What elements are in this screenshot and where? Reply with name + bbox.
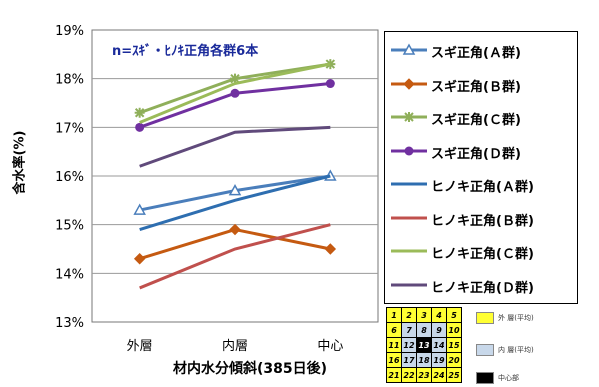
x-tick-label: 中心 xyxy=(317,339,343,354)
legend-item: ヒノキ正角(Ｄ群) xyxy=(385,271,577,301)
grid-cell: 14 xyxy=(431,337,447,353)
grid-cell: 11 xyxy=(386,337,402,353)
legend-item: スギ正角(Ａ群) xyxy=(385,36,577,66)
legend-swatch xyxy=(391,112,427,122)
series-line xyxy=(135,79,335,132)
grid-cell: 15 xyxy=(446,337,462,353)
data-point xyxy=(325,79,335,89)
grid-cell: 4 xyxy=(431,307,447,323)
grid-cell: 24 xyxy=(431,367,447,383)
y-tick-label: 17% xyxy=(55,121,84,136)
legend-swatch xyxy=(391,43,427,55)
legend-item: スギ正角(Ｂ群) xyxy=(385,70,577,100)
data-point xyxy=(403,77,415,90)
y-tick-label: 18% xyxy=(55,73,84,88)
legend-label: スギ正角(Ｃ群) xyxy=(431,113,521,128)
series-path xyxy=(139,223,331,290)
data-point xyxy=(134,107,145,118)
x-tick-label: 内層 xyxy=(222,338,248,354)
y-tick-label: 14% xyxy=(55,267,84,282)
grid-cell: 8 xyxy=(416,322,432,338)
grid-cell: 16 xyxy=(386,352,402,368)
grid-cell: 3 xyxy=(416,307,432,323)
grid-legend-swatch xyxy=(476,372,494,384)
legend-item: ヒノキ正角(Ｃ群) xyxy=(385,237,577,267)
legend-swatch xyxy=(391,77,427,90)
series-line xyxy=(133,223,337,265)
cross-section-grid: 1 2 3 4 5 6 7 8 9 10 11 12 13 14 15 16 17 18 19 20 21 22 23 24 2… xyxy=(386,307,462,383)
grid-cell: 7 xyxy=(401,322,417,338)
data-point xyxy=(228,184,242,196)
series-line xyxy=(139,62,331,124)
legend-item: ヒノキ正角(Ａ群) xyxy=(385,170,577,200)
data-point xyxy=(229,223,241,236)
data-point xyxy=(404,146,414,155)
legend-swatch xyxy=(391,182,427,186)
grid-cell: 9 xyxy=(431,322,447,338)
grid-cell: 2 xyxy=(401,307,417,323)
legend-label: ヒノキ正角(Ｃ群) xyxy=(431,247,534,262)
grid-legend-label: 外 層(平均) xyxy=(498,314,534,322)
data-point xyxy=(230,88,240,98)
grid-legend-label: 内 層(平均) xyxy=(498,346,534,354)
legend-item: スギ正角(Ｃ群) xyxy=(385,103,577,133)
grid-cell: 20 xyxy=(446,352,462,368)
data-point xyxy=(404,112,414,122)
legend-item: スギ正角(Ｄ群) xyxy=(385,137,577,167)
grid-cell: 1 xyxy=(386,307,402,323)
grid-cell: 21 xyxy=(386,367,402,383)
series-line xyxy=(133,169,337,215)
grid-legend-label: 中心部 xyxy=(498,374,519,382)
data-point xyxy=(135,122,145,132)
grid-cell: 19 xyxy=(431,352,447,368)
legend-label: スギ正角(Ｄ群) xyxy=(431,146,521,162)
series-line xyxy=(139,223,331,290)
data-point xyxy=(402,43,416,55)
x-tick-label: 外層 xyxy=(127,339,153,354)
grid-cell: 23 xyxy=(416,367,432,383)
y-tick-label: 19% xyxy=(55,24,84,39)
grid-cell: 22 xyxy=(401,367,417,383)
x-axis-label: 材内水分傾斜(385日後) xyxy=(172,361,328,377)
y-axis-label: 含水率(%) xyxy=(12,130,28,195)
grid-legend-swatch xyxy=(476,312,494,324)
legend-label: スギ正角(Ａ群) xyxy=(431,46,521,61)
grid-cell: 10 xyxy=(446,322,462,338)
legend-label: ヒノキ正角(Ａ群) xyxy=(431,180,534,195)
series-path xyxy=(139,62,331,124)
legend-label: スギ正角(Ｂ群) xyxy=(431,79,521,95)
grid-cell: 25 xyxy=(446,367,462,383)
legend-swatch xyxy=(391,146,427,155)
grid-cell: 6 xyxy=(386,322,402,338)
grid-cell: 13 xyxy=(416,337,432,353)
grid-cell: 12 xyxy=(401,337,417,353)
chart-legend: スギ正角(Ａ群) スギ正角(Ｂ群) スギ正角(Ｃ群) スギ正角(Ｄ群) ヒノキ正角(Ａ群… xyxy=(384,31,578,304)
data-point xyxy=(133,203,146,215)
series-path xyxy=(139,174,331,231)
legend-swatch xyxy=(391,216,427,219)
data-point xyxy=(230,73,240,84)
y-tick-label: 15% xyxy=(55,219,84,234)
grid-cell: 17 xyxy=(401,352,417,368)
series-line xyxy=(139,174,331,231)
sample-note: n=ｽｷﾞ・ﾋﾉｷ正角各群6本 xyxy=(112,44,259,59)
legend-label: ヒノキ正角(Ｄ群) xyxy=(431,280,534,296)
legend-label: ヒノキ正角(Ｂ群) xyxy=(431,213,534,229)
data-point xyxy=(324,243,337,255)
series-path xyxy=(139,125,331,168)
y-tick-label: 13% xyxy=(55,316,84,331)
grid-legend-swatch xyxy=(476,344,494,356)
legend-swatch xyxy=(391,283,427,286)
y-tick-label: 16% xyxy=(55,170,84,185)
grid-cell: 5 xyxy=(446,307,462,323)
data-point xyxy=(133,253,146,265)
series-line xyxy=(139,125,331,168)
legend-item: ヒノキ正角(Ｂ群) xyxy=(385,204,577,234)
legend-swatch xyxy=(391,249,427,253)
grid-cell: 18 xyxy=(416,352,432,368)
